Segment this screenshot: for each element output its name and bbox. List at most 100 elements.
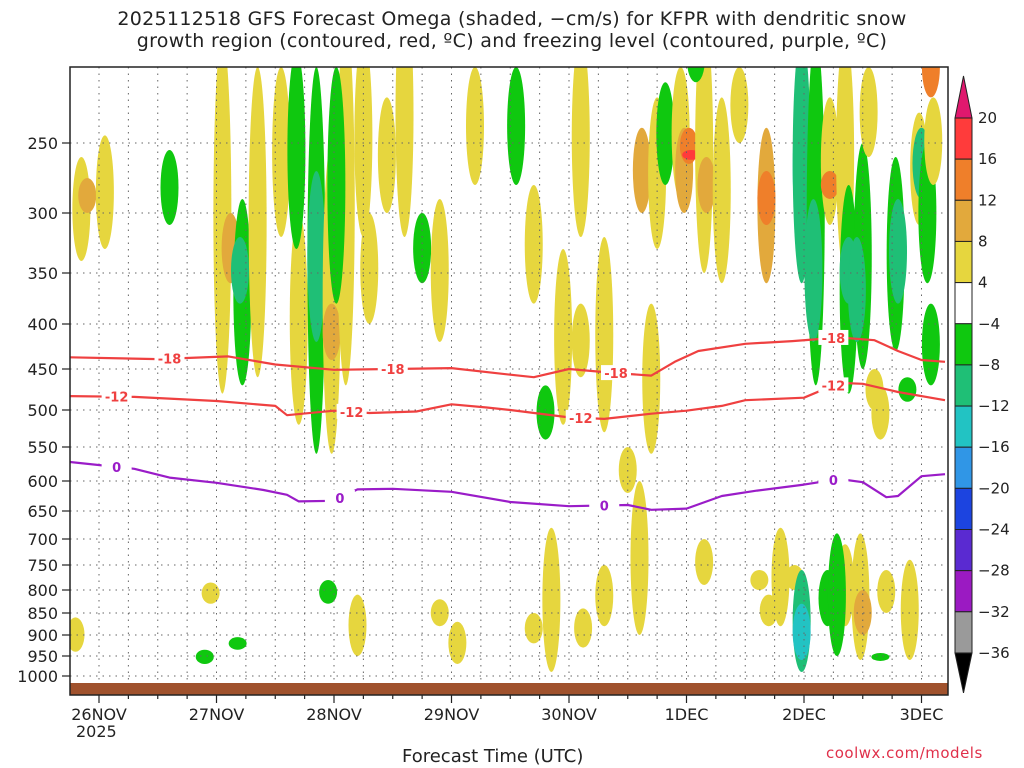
omega-cell bbox=[307, 171, 326, 342]
contour-label-bg bbox=[818, 377, 849, 393]
x-tick-label: 3DEC bbox=[900, 705, 944, 724]
colorbar-top-arrow bbox=[954, 75, 973, 119]
omega-cell bbox=[632, 127, 651, 213]
omega-cell bbox=[595, 237, 614, 433]
omega-cell bbox=[924, 97, 943, 185]
x-tick-label: 29NOV bbox=[424, 705, 480, 724]
y-tick-label: 300 bbox=[27, 204, 58, 223]
omega-cell bbox=[327, 67, 346, 304]
omega-cell bbox=[695, 67, 714, 273]
omega-cell bbox=[820, 171, 839, 199]
omega-cell bbox=[730, 67, 749, 143]
y-tick-label: 750 bbox=[27, 556, 58, 575]
colorbar-swatch bbox=[954, 364, 973, 407]
contour-label: -18 bbox=[822, 332, 846, 347]
y-tick-label: 850 bbox=[27, 604, 58, 623]
omega-cell bbox=[750, 570, 769, 590]
omega-cell bbox=[448, 621, 467, 665]
omega-cell bbox=[759, 594, 778, 627]
colorbar-label: −32 bbox=[978, 603, 1010, 621]
contour-label: -18 bbox=[604, 367, 628, 382]
colorbar-label: −8 bbox=[978, 356, 1000, 374]
contour-label: -12 bbox=[569, 412, 593, 427]
omega-cell bbox=[889, 199, 907, 304]
x-tick-label: 27NOV bbox=[189, 705, 245, 724]
omega-cell bbox=[395, 67, 414, 237]
y-tick-label: 550 bbox=[27, 438, 58, 457]
contour-label: -18 bbox=[381, 363, 405, 378]
omega-cell bbox=[757, 171, 776, 225]
contour-label: -12 bbox=[822, 379, 846, 394]
colorbar-label: −24 bbox=[978, 521, 1010, 539]
contour-label: -12 bbox=[105, 391, 129, 406]
x-tick-label: 2DEC bbox=[782, 705, 826, 724]
colorbar-label: −20 bbox=[978, 479, 1010, 497]
omega-cell bbox=[571, 67, 590, 237]
omega-cell bbox=[430, 599, 449, 627]
omega-cell bbox=[859, 67, 878, 157]
omega-cell bbox=[871, 385, 890, 440]
omega-cell bbox=[695, 539, 714, 585]
colorbar-label: 16 bbox=[978, 150, 997, 168]
omega-cell bbox=[595, 565, 614, 627]
title-line-2: growth region (contoured, red, ºC) and f… bbox=[136, 30, 888, 52]
colorbar-label: −28 bbox=[978, 562, 1010, 580]
y-tick-label: 350 bbox=[27, 264, 58, 283]
omega-cell bbox=[322, 303, 341, 360]
y-tick-label: 700 bbox=[27, 530, 58, 549]
omega-cell bbox=[287, 67, 306, 249]
y-tick-label: 1000 bbox=[17, 667, 58, 686]
omega-cell bbox=[697, 157, 716, 213]
omega-cell bbox=[231, 236, 249, 304]
omega-cell bbox=[272, 67, 291, 237]
colorbar: 20 16 12 8 4 −4 −8 −12 −16 −20 −24 −28 −32 −36 bbox=[954, 75, 1010, 694]
colorbar-swatch bbox=[954, 282, 973, 325]
x-tick-label: 26NOV bbox=[71, 705, 127, 724]
colorbar-label: −16 bbox=[978, 438, 1010, 456]
site-credit[interactable]: coolwx.com/models bbox=[826, 744, 983, 762]
omega-cell bbox=[542, 527, 561, 673]
omega-cell bbox=[195, 649, 214, 664]
omega-cell bbox=[642, 303, 661, 454]
colorbar-swatch bbox=[954, 487, 973, 531]
y-tick-label: 950 bbox=[27, 647, 58, 666]
contour-label-bg bbox=[101, 388, 132, 404]
contour-line--12 bbox=[70, 381, 946, 420]
omega-cell bbox=[853, 590, 872, 635]
omega-cell bbox=[900, 559, 919, 661]
colorbar-bottom-arrow bbox=[954, 652, 973, 694]
omega-cell bbox=[430, 199, 449, 342]
omega-cell bbox=[871, 652, 890, 661]
colorbar-swatch bbox=[954, 529, 973, 572]
omega-cell bbox=[213, 67, 232, 394]
colorbar-label: 8 bbox=[978, 232, 988, 250]
omega-cell bbox=[228, 637, 247, 650]
year-label: 2025 bbox=[76, 722, 117, 741]
omega-cell bbox=[160, 150, 179, 225]
omega-cell bbox=[921, 67, 940, 98]
colorbar-label: −4 bbox=[978, 315, 1000, 333]
contour-label-bg bbox=[324, 489, 355, 505]
x-axis: 26NOV 27NOV 28NOV 29NOV 30NOV 1DEC 2DEC 3DEC bbox=[71, 695, 943, 724]
contour-label-bg bbox=[589, 497, 620, 513]
omega-cell bbox=[360, 213, 379, 324]
colorbar-swatch bbox=[954, 199, 973, 242]
y-tick-label: 800 bbox=[27, 581, 58, 600]
omega-cell bbox=[524, 613, 543, 644]
colorbar-label: 12 bbox=[978, 191, 997, 209]
omega-cell bbox=[571, 303, 590, 378]
ground-band bbox=[70, 683, 948, 695]
x-axis-title: Forecast Time (UTC) bbox=[402, 746, 584, 767]
omega-cell bbox=[413, 213, 432, 284]
omega-shading bbox=[70, 67, 943, 673]
contour-label-bg bbox=[101, 458, 132, 474]
omega-cell bbox=[630, 481, 649, 635]
omega-cell bbox=[804, 199, 823, 342]
contour-label-bg bbox=[601, 365, 631, 381]
colorbar-swatch bbox=[954, 240, 973, 284]
x-tick-label: 30NOV bbox=[541, 705, 597, 724]
omega-cell bbox=[201, 582, 220, 604]
omega-cell bbox=[348, 594, 367, 656]
omega-cell bbox=[78, 178, 97, 213]
colorbar-label: −36 bbox=[978, 644, 1010, 662]
